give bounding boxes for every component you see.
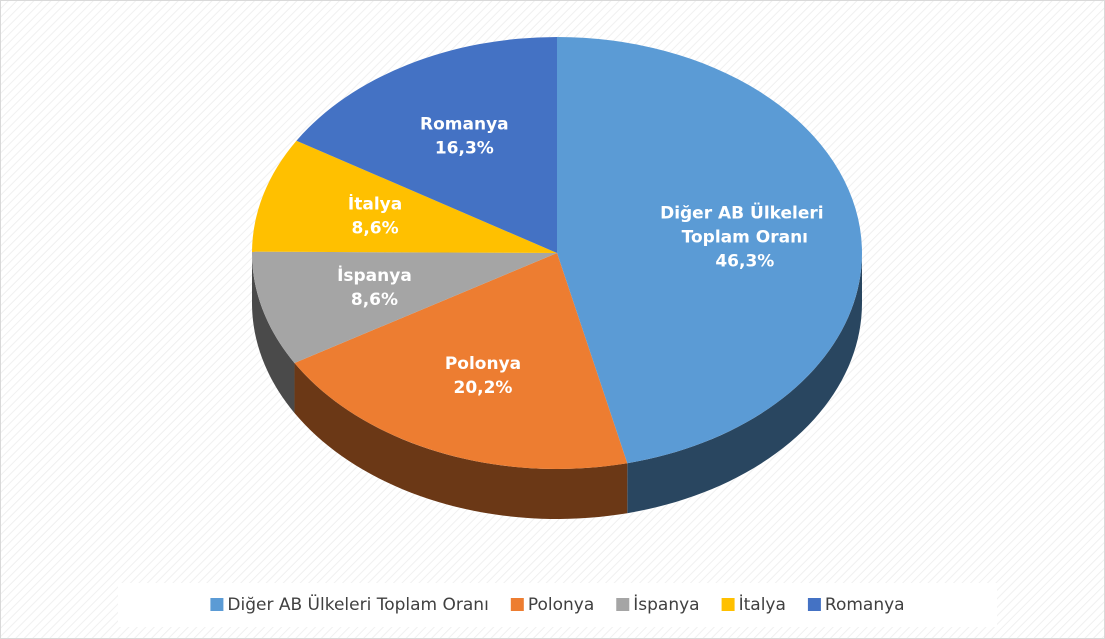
data-label-value: 8,6% <box>352 218 399 238</box>
data-label-name: İspanya <box>337 264 412 286</box>
label-line: İtalya <box>348 192 402 214</box>
data-label-value: 8,6% <box>351 290 398 310</box>
legend-swatch <box>721 598 735 611</box>
legend-swatch <box>807 598 821 611</box>
legend-label: İspanya <box>633 594 699 615</box>
label-line: İspanya <box>337 264 412 286</box>
data-label-value: 20,2% <box>453 378 512 398</box>
legend-swatch <box>510 598 524 611</box>
slice <box>252 140 557 253</box>
slice-side <box>294 362 628 519</box>
label-line: Toplam Oranı <box>682 227 808 247</box>
slice-side <box>252 253 295 413</box>
legend-box <box>118 583 997 627</box>
legend-swatch <box>616 598 630 611</box>
data-label-value: 46,3% <box>715 251 774 271</box>
data-label-name: Diğer AB Ülkeleri Toplam Oranı <box>660 201 829 247</box>
legend-label: İtalya <box>739 594 786 615</box>
legend-label: Diğer AB Ülkeleri Toplam Oranı <box>227 593 488 615</box>
data-label-name: Polonya <box>445 354 521 374</box>
slice <box>557 37 863 464</box>
slice <box>296 37 557 253</box>
slice-side <box>627 253 862 514</box>
slice <box>252 251 558 363</box>
data-label-value: 16,3% <box>435 138 494 158</box>
data-label-name: İtalya <box>348 192 402 214</box>
label-line: Polonya <box>445 354 521 374</box>
label-line: Romanya <box>420 114 509 134</box>
data-label-name: Romanya <box>420 114 509 134</box>
label-line: Diğer AB Ülkeleri <box>660 201 829 223</box>
legend: Diğer AB Ülkeleri Toplam Oranı Polonya İsp… <box>210 593 905 615</box>
legend-label: Polonya <box>528 595 594 615</box>
slice <box>294 253 628 469</box>
legend-swatch <box>210 598 224 611</box>
legend-label: Romanya <box>825 595 905 615</box>
